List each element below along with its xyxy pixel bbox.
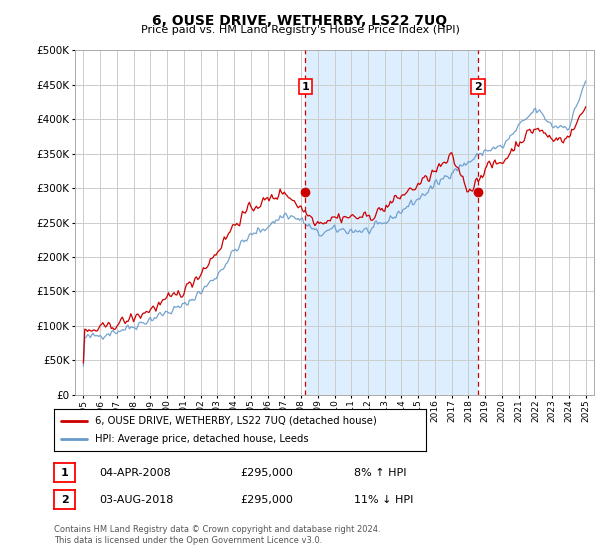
Text: 2: 2 (61, 494, 68, 505)
Text: £295,000: £295,000 (240, 468, 293, 478)
Text: 1: 1 (301, 82, 309, 92)
Text: Contains HM Land Registry data © Crown copyright and database right 2024.
This d: Contains HM Land Registry data © Crown c… (54, 525, 380, 545)
Text: 04-APR-2008: 04-APR-2008 (99, 468, 171, 478)
Text: 03-AUG-2018: 03-AUG-2018 (99, 494, 173, 505)
Text: Price paid vs. HM Land Registry's House Price Index (HPI): Price paid vs. HM Land Registry's House … (140, 25, 460, 35)
Text: 1: 1 (61, 468, 68, 478)
Text: 6, OUSE DRIVE, WETHERBY, LS22 7UQ: 6, OUSE DRIVE, WETHERBY, LS22 7UQ (152, 14, 448, 28)
Text: 11% ↓ HPI: 11% ↓ HPI (354, 494, 413, 505)
Bar (305, 50, 478, 395)
Text: HPI: Average price, detached house, Leeds: HPI: Average price, detached house, Leed… (95, 434, 308, 444)
Text: £295,000: £295,000 (240, 494, 293, 505)
Text: 6, OUSE DRIVE, WETHERBY, LS22 7UQ (detached house): 6, OUSE DRIVE, WETHERBY, LS22 7UQ (detac… (95, 416, 377, 426)
Text: 2: 2 (474, 82, 482, 92)
Text: 8% ↑ HPI: 8% ↑ HPI (354, 468, 407, 478)
